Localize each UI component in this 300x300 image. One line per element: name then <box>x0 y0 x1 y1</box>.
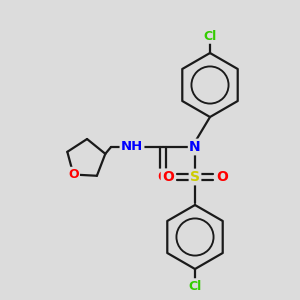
Text: O: O <box>157 170 169 184</box>
Text: O: O <box>68 168 79 181</box>
Text: NH: NH <box>121 140 143 152</box>
Text: Cl: Cl <box>203 29 217 43</box>
Text: Cl: Cl <box>188 280 202 292</box>
Text: O: O <box>216 170 228 184</box>
Text: O: O <box>162 170 174 184</box>
Text: N: N <box>189 140 201 154</box>
Text: S: S <box>190 170 200 184</box>
